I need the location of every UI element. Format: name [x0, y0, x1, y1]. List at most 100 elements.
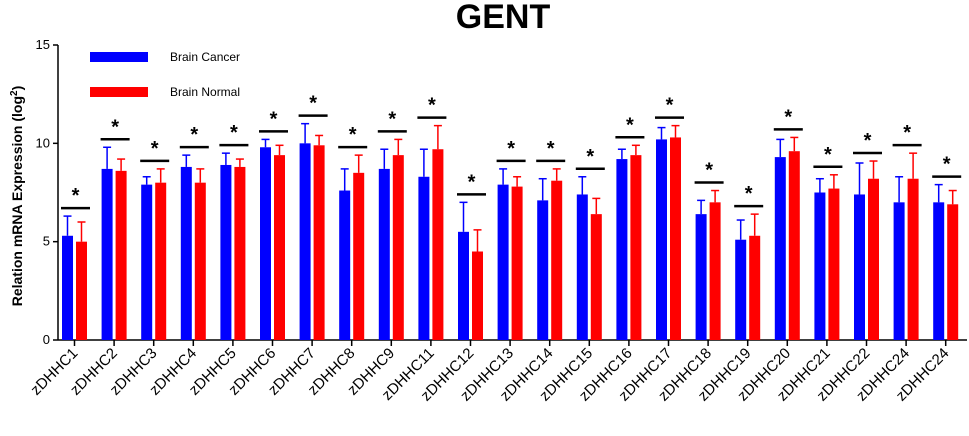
- significance-star: *: [72, 185, 80, 207]
- bar-group: *: [813, 144, 843, 340]
- significance-star: *: [428, 95, 436, 117]
- bar-brain-cancer: [220, 164, 232, 340]
- bar-brain-cancer: [735, 239, 747, 340]
- bar-group: *: [219, 122, 249, 340]
- significance-star: *: [547, 138, 555, 160]
- legend-label-brain-cancer: Brain Cancer: [170, 50, 240, 64]
- bar-group: *: [457, 171, 486, 340]
- bar-group: *: [615, 114, 645, 340]
- significance-star: *: [903, 122, 911, 144]
- legend-label-brain-normal: Brain Normal: [170, 85, 240, 99]
- bar-brain-cancer: [339, 190, 351, 340]
- bar-brain-cancer: [774, 157, 786, 340]
- bar-brain-normal: [432, 149, 444, 340]
- legend-swatch-brain-normal: [90, 87, 148, 97]
- bar-group: *: [100, 116, 130, 340]
- bar-group: *: [61, 185, 90, 340]
- bar-group: *: [575, 146, 605, 340]
- bar-brain-cancer: [893, 202, 905, 340]
- bar-group: *: [338, 124, 368, 340]
- significance-star: *: [190, 124, 198, 146]
- bar-brain-cancer: [537, 200, 549, 340]
- bar-brain-cancer: [576, 194, 588, 340]
- bar-group: *: [140, 138, 170, 340]
- significance-star: *: [626, 114, 634, 136]
- bar-brain-cancer: [497, 184, 509, 340]
- y-axis-label-close: ): [9, 86, 25, 91]
- bar-brain-normal: [274, 155, 285, 340]
- y-axis-label: Relation mRNA Expression (log2): [9, 86, 25, 307]
- significance-star: *: [270, 108, 278, 130]
- bar-group: *: [655, 95, 684, 340]
- bar-brain-cancer: [458, 231, 469, 340]
- bar-brain-normal: [472, 251, 483, 340]
- bar-group: *: [734, 183, 764, 340]
- significance-star: *: [507, 138, 515, 160]
- legend: Brain Cancer Brain Normal: [90, 50, 240, 99]
- significance-star: *: [943, 154, 951, 176]
- significance-star: *: [666, 95, 674, 117]
- significance-star: *: [468, 171, 476, 193]
- bar-group: *: [179, 124, 209, 340]
- bar-brain-cancer: [62, 235, 73, 340]
- bar-brain-cancer: [180, 166, 192, 340]
- significance-star: *: [705, 160, 713, 182]
- bar-brain-cancer: [695, 214, 707, 340]
- bar-brain-normal: [709, 202, 721, 340]
- significance-star: *: [388, 108, 396, 130]
- bar-group: *: [892, 122, 922, 340]
- bar-group: *: [496, 138, 526, 340]
- y-axis-label-sup: 2: [9, 90, 20, 96]
- bar-brain-normal: [155, 182, 167, 340]
- bar-brain-cancer: [101, 168, 113, 340]
- bar-brain-cancer: [299, 143, 311, 340]
- bar-brain-cancer: [616, 159, 628, 340]
- bar-brain-cancer: [418, 176, 430, 340]
- significance-star: *: [784, 106, 792, 128]
- bar-brain-normal: [907, 178, 919, 340]
- bar-brain-normal: [947, 204, 959, 340]
- x-tick-labels: zDHHC1zDHHC2zDHHC3zDHHC4zDHHC5zDHHC6zDHH…: [27, 340, 953, 405]
- bar-group: *: [932, 154, 962, 340]
- bar-group: *: [853, 130, 882, 340]
- bar-group: *: [694, 160, 724, 340]
- bar-brain-normal: [194, 182, 206, 340]
- significance-star: *: [745, 183, 753, 205]
- bar-brain-normal: [868, 178, 879, 340]
- y-tick-label: 0: [43, 332, 50, 347]
- bar-brain-normal: [76, 241, 87, 340]
- bar-group: *: [259, 108, 288, 340]
- bar-brain-cancer: [260, 147, 271, 340]
- y-axis-label-main: Relation mRNA Expression (log: [9, 96, 25, 306]
- bar-brain-normal: [788, 151, 800, 340]
- bar-brain-normal: [353, 172, 365, 340]
- chart-title: GENT: [456, 0, 551, 36]
- significance-star: *: [824, 144, 832, 166]
- significance-star: *: [111, 116, 119, 138]
- bar-brain-normal: [828, 188, 840, 340]
- significance-star: *: [309, 93, 317, 115]
- y-tick-label: 15: [36, 37, 50, 52]
- significance-star: *: [349, 124, 357, 146]
- bars: * * * * * * * * * * * * * * * * * * * * * * *: [61, 93, 962, 340]
- bar-brain-cancer: [814, 192, 826, 340]
- bar-brain-normal: [670, 137, 681, 340]
- bar-brain-normal: [630, 155, 642, 340]
- bar-brain-normal: [392, 155, 404, 340]
- significance-star: *: [151, 138, 159, 160]
- significance-star: *: [586, 146, 594, 168]
- bar-brain-cancer: [656, 139, 667, 340]
- bar-brain-cancer: [933, 202, 945, 340]
- bar-brain-cancer: [378, 168, 390, 340]
- bar-brain-normal: [115, 170, 127, 340]
- bar-brain-cancer: [141, 184, 153, 340]
- y-tick-label: 10: [36, 135, 50, 150]
- legend-swatch-brain-cancer: [90, 52, 148, 62]
- bar-brain-cancer: [854, 194, 865, 340]
- significance-star: *: [864, 130, 872, 152]
- significance-star: *: [230, 122, 238, 144]
- bar-group: *: [417, 95, 447, 340]
- y-tick-label: 5: [43, 234, 50, 249]
- bar-brain-normal: [511, 186, 523, 340]
